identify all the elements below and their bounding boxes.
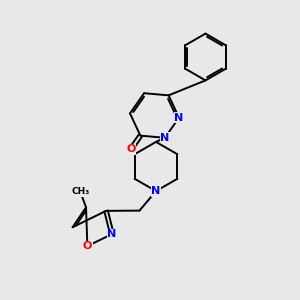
- Text: O: O: [126, 144, 136, 154]
- Text: O: O: [83, 241, 92, 251]
- Text: N: N: [152, 186, 160, 196]
- Text: N: N: [160, 133, 170, 143]
- Text: N: N: [174, 112, 184, 123]
- Text: N: N: [107, 229, 116, 239]
- Text: CH₃: CH₃: [71, 187, 89, 196]
